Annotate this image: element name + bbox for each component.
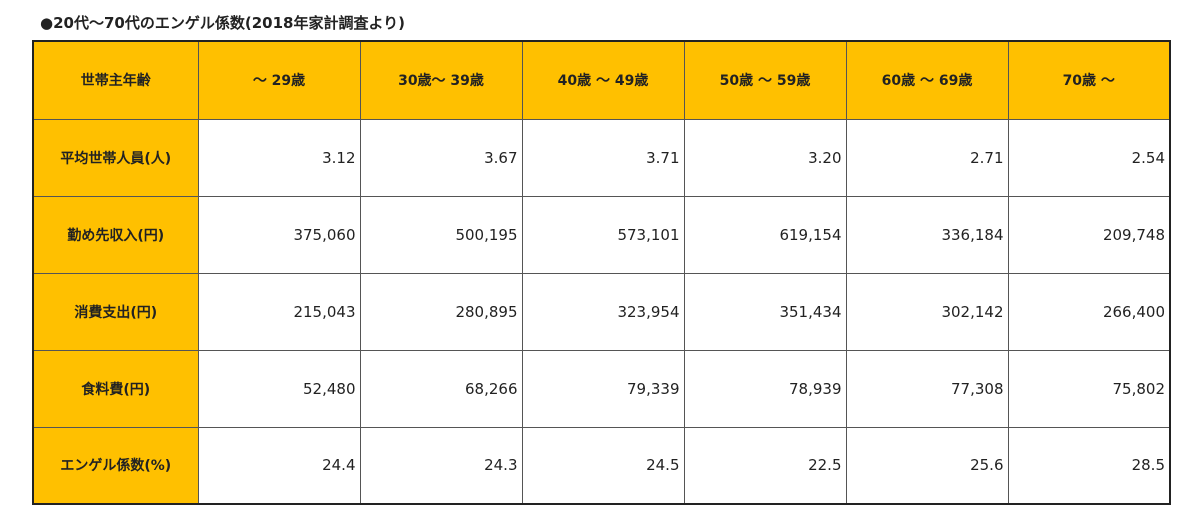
- table-cell: 2.54: [1007, 118, 1171, 197]
- row-header-cell: 消費支出(円): [32, 272, 199, 351]
- table-cell: 25.6: [845, 426, 1009, 505]
- table-cell: 2.71: [845, 118, 1009, 197]
- table-cell: 22.5: [683, 426, 847, 505]
- table-caption: ●20代～70代のエンゲル係数(2018年家計調査より): [40, 14, 405, 32]
- table-cell: 3.71: [521, 118, 685, 197]
- table-cell: 3.20: [683, 118, 847, 197]
- table-cell: 323,954: [521, 272, 685, 351]
- table-cell: 77,308: [845, 349, 1009, 428]
- column-header-under-29: ～ 29歳: [197, 40, 361, 120]
- table-row-engel: エンゲル係数(%) 24.4 24.3 24.5 22.5 25.6 28.5: [32, 426, 1171, 505]
- engel-coefficient-table: 世帯主年齢 ～ 29歳 30歳～ 39歳 40歳 ～ 49歳 50歳 ～ 59歳…: [32, 40, 1171, 505]
- row-header-cell: 平均世帯人員(人): [32, 118, 199, 197]
- column-header-60s: 60歳 ～ 69歳: [845, 40, 1009, 120]
- table-row-consumption: 消費支出(円) 215,043 280,895 323,954 351,434 …: [32, 272, 1171, 351]
- row-header-cell: 食料費(円): [32, 349, 199, 428]
- table-cell: 79,339: [521, 349, 685, 428]
- table-cell: 209,748: [1007, 195, 1171, 274]
- column-header-30s: 30歳～ 39歳: [359, 40, 523, 120]
- table-cell: 52,480: [197, 349, 361, 428]
- table-cell: 24.4: [197, 426, 361, 505]
- table-cell: 375,060: [197, 195, 361, 274]
- table-cell: 75,802: [1007, 349, 1171, 428]
- table-row-income: 勤め先収入(円) 375,060 500,195 573,101 619,154…: [32, 195, 1171, 274]
- table-cell: 302,142: [845, 272, 1009, 351]
- table-cell: 78,939: [683, 349, 847, 428]
- column-header-50s: 50歳 ～ 59歳: [683, 40, 847, 120]
- table-cell: 68,266: [359, 349, 523, 428]
- table-cell: 266,400: [1007, 272, 1171, 351]
- table-row-food: 食料費(円) 52,480 68,266 79,339 78,939 77,30…: [32, 349, 1171, 428]
- row-header-cell: エンゲル係数(%): [32, 426, 199, 505]
- table-row-household-size: 平均世帯人員(人) 3.12 3.67 3.71 3.20 2.71 2.54: [32, 118, 1171, 197]
- table-cell: 500,195: [359, 195, 523, 274]
- table-cell: 3.12: [197, 118, 361, 197]
- table-cell: 351,434: [683, 272, 847, 351]
- row-header-cell: 勤め先収入(円): [32, 195, 199, 274]
- table-cell: 3.67: [359, 118, 523, 197]
- table-cell: 24.3: [359, 426, 523, 505]
- table-cell: 573,101: [521, 195, 685, 274]
- table-cell: 24.5: [521, 426, 685, 505]
- table-cell: 336,184: [845, 195, 1009, 274]
- table-cell: 215,043: [197, 272, 361, 351]
- column-header-40s: 40歳 ～ 49歳: [521, 40, 685, 120]
- table-cell: 28.5: [1007, 426, 1171, 505]
- table-header-row: 世帯主年齢 ～ 29歳 30歳～ 39歳 40歳 ～ 49歳 50歳 ～ 59歳…: [32, 40, 1171, 120]
- column-header-70-plus: 70歳 ～: [1007, 40, 1171, 120]
- table-cell: 280,895: [359, 272, 523, 351]
- corner-header-cell: 世帯主年齢: [32, 40, 199, 120]
- table-cell: 619,154: [683, 195, 847, 274]
